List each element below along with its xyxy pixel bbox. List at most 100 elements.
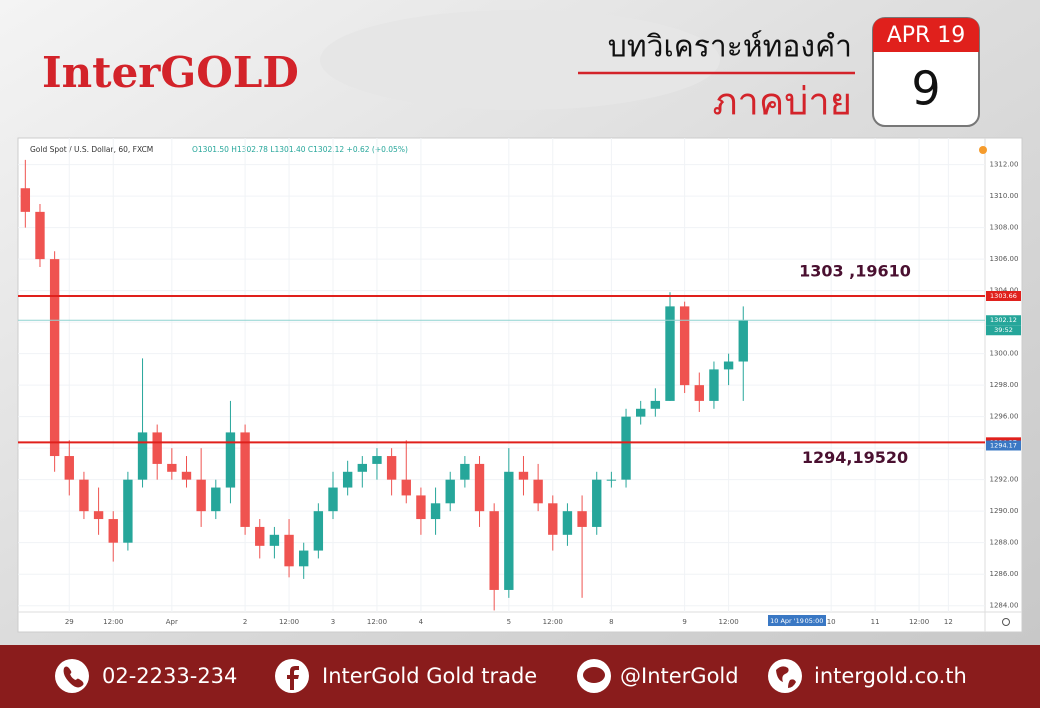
candle-body — [269, 534, 280, 546]
candle-body — [211, 487, 221, 512]
line-glyph — [583, 667, 605, 683]
y-tick-label: 1304.00 — [990, 287, 1019, 295]
crosshair-price: 1294.17 — [990, 441, 1017, 449]
candle-body — [504, 471, 514, 590]
globe-glyph — [776, 666, 796, 688]
candle-body — [255, 526, 265, 546]
level-label-box — [986, 290, 1021, 301]
y-tick-label: 1296.00 — [990, 413, 1019, 421]
candle-body — [328, 487, 338, 512]
y-tick-label: 1310.00 — [990, 192, 1019, 200]
map-shape — [320, 10, 720, 110]
candle-body — [694, 385, 704, 401]
candle-body — [35, 211, 45, 260]
logo: InterGOLD — [42, 48, 299, 97]
countdown-box — [986, 325, 1021, 336]
candle-body — [474, 463, 485, 512]
line-id: @InterGold — [620, 664, 739, 688]
candle-body — [430, 503, 441, 520]
candle-body — [709, 369, 719, 401]
candle-body — [20, 188, 31, 212]
calendar-month: APR 19 — [887, 23, 966, 48]
last-price-label-box — [986, 315, 1021, 326]
candle-body — [577, 511, 587, 527]
calendar-top — [873, 18, 979, 52]
x-tick-label: 2 — [243, 618, 247, 626]
website: intergold.co.th — [814, 664, 967, 688]
level-label: 1303.66 — [990, 292, 1017, 300]
candle-body — [196, 479, 206, 512]
crosshair-time: 10 Apr '19 — [770, 617, 804, 625]
candle-body — [592, 479, 602, 527]
candle-body — [372, 456, 382, 464]
facebook-glyph — [287, 666, 299, 690]
title: บทวิเคราะห์ทองคำ — [608, 30, 852, 65]
x-tick-label: 29 — [65, 618, 74, 626]
x-tick-label: 12:00 — [719, 618, 739, 626]
candle-body — [460, 463, 470, 480]
candle-body — [93, 511, 104, 520]
candle-body — [108, 519, 118, 543]
globe-icon — [768, 659, 802, 693]
candle-body — [137, 432, 148, 480]
candle-body — [79, 479, 89, 512]
x-tick-label: 9 — [682, 618, 686, 626]
x-tick-label: 12:00 — [279, 618, 299, 626]
y-tick-label: 1292.00 — [990, 476, 1019, 484]
candle-body — [401, 479, 411, 496]
candle-body — [679, 306, 690, 386]
y-tick-label: 1312.00 — [990, 161, 1019, 169]
crosshair-time-box — [768, 615, 826, 626]
candle-body — [64, 456, 74, 480]
crosshair-time2: 05:00 — [805, 617, 824, 625]
x-tick-label: 8 — [609, 618, 613, 626]
phone-icon — [55, 659, 89, 693]
crosshair-price-box — [986, 440, 1021, 451]
x-tick-label: 12:00 — [543, 618, 563, 626]
x-tick-label: 10 — [827, 618, 836, 626]
candle-body — [240, 432, 250, 527]
candle-body — [621, 416, 631, 480]
x-tick-label: 11 — [871, 618, 880, 626]
candle-body — [738, 320, 748, 362]
candle-body — [562, 511, 573, 535]
x-tick-label: 4 — [419, 618, 424, 626]
candle-body — [416, 495, 426, 520]
ohlc-readout: O1301.50 H1302.78 L1301.40 C1302.12 +0.6… — [192, 145, 408, 154]
level-annotation: 1294,19520 — [802, 448, 908, 467]
candle-body — [181, 471, 192, 480]
candle-body — [386, 456, 397, 480]
candle-body — [665, 306, 675, 401]
x-tick-label: 12 — [944, 618, 953, 626]
candle-body — [167, 463, 177, 472]
candle-body — [284, 534, 294, 567]
calendar-day: 9 — [911, 62, 940, 116]
candle-body — [606, 479, 617, 481]
status-dot — [979, 146, 987, 154]
candle-body — [548, 503, 558, 535]
candle-body — [313, 511, 324, 551]
candle-body — [357, 463, 367, 472]
symbol: Gold Spot / U.S. Dollar, 60, FXCM — [30, 145, 153, 154]
y-tick-label: 1284.00 — [990, 602, 1019, 610]
candle-body — [123, 479, 133, 543]
last-price-label: 1302.12 — [990, 316, 1017, 324]
candle-body — [636, 408, 646, 417]
x-tick-label: 12:00 — [367, 618, 387, 626]
settings-icon — [1002, 618, 1010, 626]
level-annotation: 1303 ,19610 — [799, 261, 911, 280]
candle-body — [152, 432, 162, 464]
candle-body — [723, 361, 734, 370]
y-tick-label: 1298.00 — [990, 381, 1019, 389]
candle-body — [518, 471, 529, 480]
x-tick-label: 12:00 — [909, 618, 929, 626]
subtitle: ภาคบ่าย — [712, 80, 852, 124]
x-tick-label: 5 — [507, 618, 511, 626]
footer — [0, 645, 1040, 708]
candle-body — [650, 400, 661, 409]
x-tick-label: 3 — [331, 618, 335, 626]
plot: 1284.00 1286.00 1288.00 1290.00 1292.00 1294.… — [18, 138, 1021, 626]
y-tick-label: 1308.00 — [990, 224, 1019, 232]
